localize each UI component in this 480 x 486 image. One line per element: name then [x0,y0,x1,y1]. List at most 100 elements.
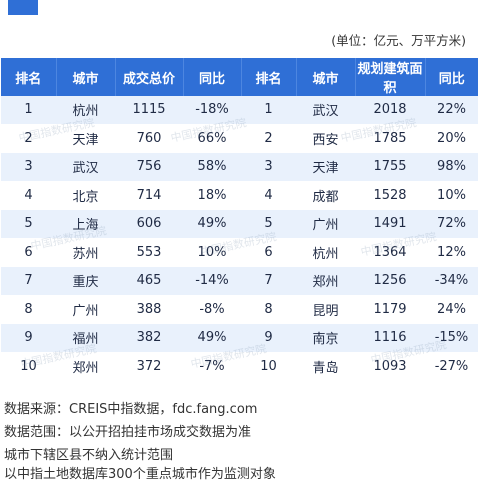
col-header-planned-area: 规划建筑面积 [355,58,426,96]
cell: 1 [241,96,296,125]
cell: 388 [115,295,183,324]
cell: 1115 [115,96,183,125]
table-row: 6 苏州 553 10% 6 杭州 1364 12% [1,238,478,267]
table-header-row: 排名 城市 成交总价 同比 排名 城市 规划建筑面积 同比 [1,58,478,96]
cell: 7 [241,266,296,296]
cell: 8 [1,295,56,324]
cell: 武汉 [56,152,115,182]
cell: 广州 [56,295,115,324]
table-row: 9 福州 382 49% 9 南京 1116 -15% [1,323,478,353]
col-header-rank-2: 排名 [241,58,297,96]
cell: 1179 [355,295,425,324]
cell: 昆明 [296,295,355,324]
cell: 7 [1,266,56,296]
table-row: 7 重庆 465 -14% 7 郑州 1256 -34% [1,266,478,296]
cell: -18% [183,96,241,125]
col-header-city: 城市 [56,58,116,96]
cell: 12% [425,238,478,267]
cell: 杭州 [56,96,115,125]
ranking-table: 排名 城市 成交总价 同比 排名 城市 规划建筑面积 同比 1 杭州 1115 -18… [1,58,478,381]
cell: 5 [241,209,296,239]
cell: 22% [425,96,478,125]
cell: 杭州 [296,238,355,267]
cell: 1093 [355,352,425,381]
cell: 382 [115,323,183,353]
header-accent-block [8,0,38,15]
cell: 南京 [296,323,355,353]
cell: 重庆 [56,266,115,296]
cell: 10% [425,181,478,210]
cell: 10 [241,352,296,381]
cell: -34% [425,266,478,296]
cell: 1785 [355,124,425,153]
cell: 8 [241,295,296,324]
cell: 1491 [355,209,425,239]
col-header-total-price: 成交总价 [115,58,184,96]
cell: -27% [425,352,478,381]
cell: 18% [183,181,241,210]
cell: 760 [115,124,183,153]
cell: 3 [241,152,296,182]
cell: -8% [183,295,241,324]
cell: 成都 [296,181,355,210]
cell: 4 [241,181,296,210]
cell: 3 [1,152,56,182]
cell: 苏州 [56,238,115,267]
table-row: 10 郑州 372 -7% 10 青岛 1093 -27% [1,352,478,381]
cell: 4 [1,181,56,210]
cell: 西安 [296,124,355,153]
cell: 2 [241,124,296,153]
table-row: 8 广州 388 -8% 8 昆明 1179 24% [1,295,478,324]
cell: 天津 [56,124,115,153]
cell: 1 [1,96,56,125]
cell: 郑州 [56,352,115,381]
cell: 9 [1,323,56,353]
cell: 66% [183,124,241,153]
cell: 20% [425,124,478,153]
cell: 756 [115,152,183,182]
cell: 1364 [355,238,425,267]
cell: 1116 [355,323,425,353]
cell: 606 [115,209,183,239]
cell: 58% [183,152,241,182]
table-row: 5 上海 606 49% 5 广州 1491 72% [1,209,478,239]
note-source: 数据来源：CREIS中指数据，fdc.fang.com [4,402,258,417]
col-header-yoy: 同比 [183,58,242,96]
cell: -15% [425,323,478,353]
note-monitoring: 以中指土地数据库300个重点城市作为监测对象 [4,467,276,482]
cell: 2 [1,124,56,153]
notes-block: 数据来源：CREIS中指数据，fdc.fang.com 数据范围：以公开招拍挂市… [4,398,474,486]
cell: 上海 [56,209,115,239]
cell: 5 [1,209,56,239]
table-row: 1 杭州 1115 -18% 1 武汉 2018 22% [1,96,478,125]
cell: 1755 [355,152,425,182]
cell: 郑州 [296,266,355,296]
cell: 465 [115,266,183,296]
cell: 372 [115,352,183,381]
note-scope: 数据范围：以公开招拍挂市场成交数据为准 [4,425,252,440]
cell: 6 [241,238,296,267]
cell: 福州 [56,323,115,353]
col-header-yoy-2: 同比 [425,58,478,96]
cell: -14% [183,266,241,296]
cell: 24% [425,295,478,324]
cell: -7% [183,352,241,381]
col-header-rank: 排名 [1,58,57,96]
cell: 714 [115,181,183,210]
table-row: 3 武汉 756 58% 3 天津 1755 98% [1,152,478,182]
cell: 9 [241,323,296,353]
cell: 6 [1,238,56,267]
cell: 青岛 [296,352,355,381]
note-exclusion: 城市下辖区县不纳入统计范围 [4,448,174,463]
cell: 1528 [355,181,425,210]
cell: 553 [115,238,183,267]
cell: 2018 [355,96,425,125]
unit-note: (单位：亿元、万平方米) [331,33,466,48]
cell: 武汉 [296,96,355,125]
cell: 天津 [296,152,355,182]
cell: 北京 [56,181,115,210]
cell: 广州 [296,209,355,239]
cell: 72% [425,209,478,239]
table-row: 2 天津 760 66% 2 西安 1785 20% [1,124,478,153]
cell: 10 [1,352,56,381]
